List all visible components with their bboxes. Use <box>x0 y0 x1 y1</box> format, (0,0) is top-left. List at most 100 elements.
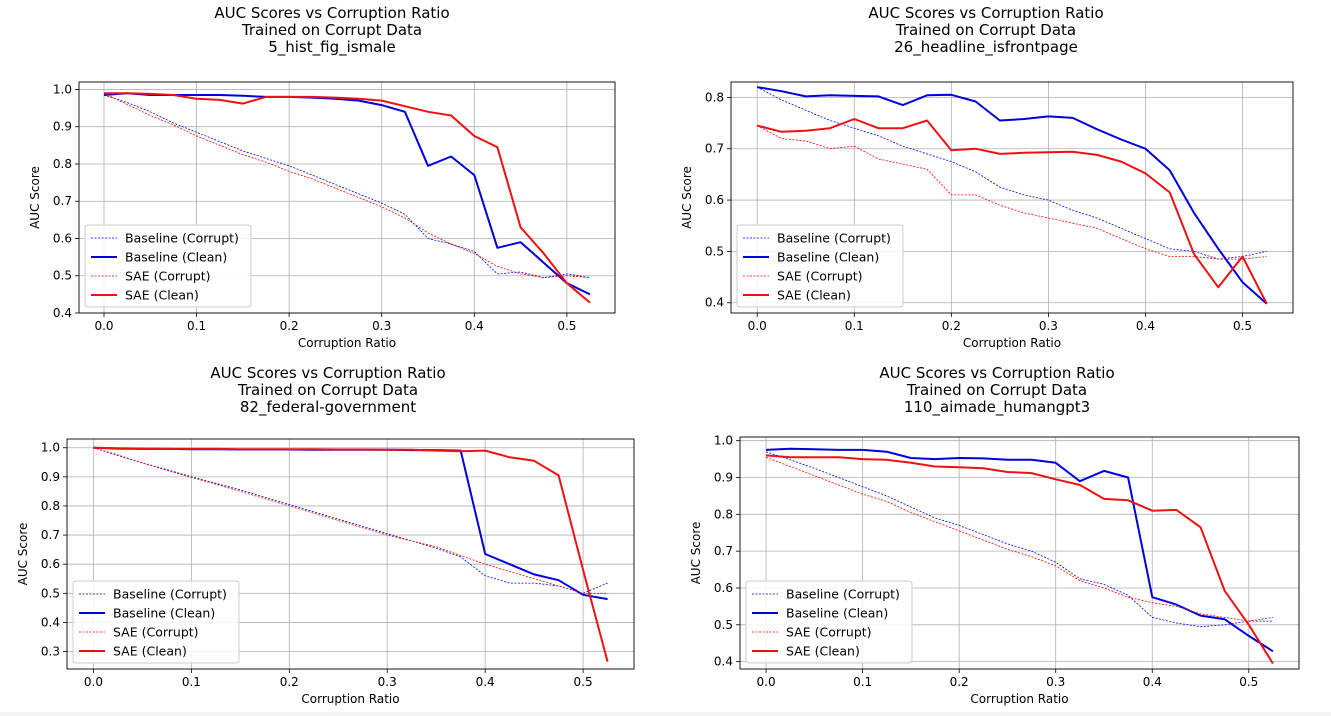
x-tick-label: 0.0 <box>757 675 776 689</box>
legend: Baseline (Corrupt) Baseline (Clean) SAE (C… <box>736 224 904 308</box>
series-line-sae-corrupt <box>765 456 1273 622</box>
y-axis-label: AUC Score <box>680 166 694 229</box>
bottom-scroll-strip <box>0 712 1331 716</box>
y-tick-label: 1.0 <box>714 434 733 448</box>
chart-title-line: AUC Scores vs Corruption Ratio <box>879 364 1114 382</box>
y-tick-label: 0.5 <box>53 269 72 283</box>
chart-title-line: AUC Scores vs Corruption Ratio <box>210 364 445 382</box>
y-axis-label: AUC Score <box>689 522 703 585</box>
chart-title-line: Trained on Corrupt Data <box>895 21 1076 39</box>
series-line-sae-clean <box>766 454 1274 665</box>
series-line-baseline-clean <box>93 446 608 601</box>
series-line-baseline-clean <box>766 447 1274 653</box>
legend-label: Baseline (Clean) <box>786 606 888 621</box>
y-tick-label: 1.0 <box>41 441 60 455</box>
chart-title-line: 110_aimade_humangpt3 <box>904 398 1090 417</box>
y-tick-label: 0.5 <box>714 618 733 632</box>
x-tick-label: 0.4 <box>476 675 495 689</box>
y-tick-label: 0.9 <box>53 120 72 134</box>
legend-label: SAE (Clean) <box>777 288 851 303</box>
legend-label: SAE (Corrupt) <box>125 269 211 284</box>
series-line-sae-clean <box>104 92 591 304</box>
x-tick-label: 0.5 <box>1233 319 1252 333</box>
y-tick-label: 0.7 <box>53 194 72 208</box>
legend-label: SAE (Corrupt) <box>777 269 863 284</box>
y-axis-label: AUC Score <box>28 166 42 229</box>
y-tick-label: 0.4 <box>53 306 72 320</box>
x-tick-label: 0.4 <box>1136 319 1155 333</box>
legend-label: SAE (Corrupt) <box>786 625 872 640</box>
series-line-sae-corrupt <box>93 447 608 594</box>
plot-frame <box>730 81 1294 314</box>
y-tick-label: 0.6 <box>714 581 733 595</box>
x-tick-label: 0.1 <box>182 675 201 689</box>
y-tick-label: 0.3 <box>41 645 60 659</box>
x-tick-label: 0.0 <box>94 319 113 333</box>
y-tick-label: 0.7 <box>41 528 60 542</box>
x-tick-label: 0.3 <box>378 675 397 689</box>
x-tick-label: 0.2 <box>950 675 969 689</box>
legend-label: SAE (Corrupt) <box>113 625 199 640</box>
y-tick-label: 0.5 <box>705 244 724 258</box>
legend-label: SAE (Clean) <box>786 644 860 659</box>
y-tick-label: 0.6 <box>53 231 72 245</box>
legend-label: Baseline (Clean) <box>113 606 215 621</box>
x-tick-label: 0.3 <box>372 319 391 333</box>
y-tick-label: 0.7 <box>705 142 724 156</box>
x-axis-label: Corruption Ratio <box>963 336 1061 350</box>
legend-label: Baseline (Corrupt) <box>113 587 227 602</box>
legend: Baseline (Corrupt) Baseline (Clean) SAE (C… <box>72 580 240 664</box>
y-tick-label: 0.4 <box>714 655 733 669</box>
legend: Baseline (Corrupt) Baseline (Clean) SAE (C… <box>745 580 913 664</box>
chart-title-line: Trained on Corrupt Data <box>906 381 1087 399</box>
legend-box <box>84 224 252 308</box>
legend-box <box>736 224 904 308</box>
x-tick-label: 0.4 <box>465 319 484 333</box>
legend-label: SAE (Clean) <box>125 288 199 303</box>
legend-label: Baseline (Corrupt) <box>125 231 239 246</box>
x-tick-label: 0.3 <box>1046 675 1065 689</box>
chart-title-line: AUC Scores vs Corruption Ratio <box>214 4 449 22</box>
legend-label: Baseline (Clean) <box>125 250 227 265</box>
x-tick-label: 0.0 <box>748 319 767 333</box>
series-line-sae-clean <box>93 446 609 662</box>
series-line-sae-corrupt <box>103 92 591 279</box>
x-tick-label: 0.1 <box>853 675 872 689</box>
y-axis-label: AUC Score <box>16 523 30 586</box>
x-axis-label: Corruption Ratio <box>970 692 1068 706</box>
series-line-sae-corrupt <box>757 125 1267 260</box>
series-line-baseline-corrupt <box>93 447 608 594</box>
legend: Baseline (Corrupt) Baseline (Clean) SAE (C… <box>84 224 252 308</box>
plot-frame <box>66 438 635 670</box>
y-tick-label: 0.7 <box>714 544 733 558</box>
legend-label: SAE (Clean) <box>113 644 187 659</box>
legend-box <box>745 580 913 664</box>
chart-title-line: 82_federal-government <box>240 398 416 417</box>
y-tick-label: 0.9 <box>714 471 733 485</box>
series-line-baseline-corrupt <box>765 451 1273 628</box>
legend-label: Baseline (Clean) <box>777 250 879 265</box>
y-tick-label: 1.0 <box>53 82 72 96</box>
y-tick-label: 0.8 <box>41 499 60 513</box>
plot-frame <box>739 436 1300 670</box>
chart-title-line: Trained on Corrupt Data <box>241 21 422 39</box>
chart-title-line: 5_hist_fig_ismale <box>268 38 396 57</box>
chart-title-line: AUC Scores vs Corruption Ratio <box>868 4 1103 22</box>
y-tick-label: 0.5 <box>41 586 60 600</box>
chart-title-line: Trained on Corrupt Data <box>237 381 418 399</box>
legend-box <box>72 580 240 664</box>
series-line-sae-clean <box>756 118 1268 305</box>
x-tick-label: 0.5 <box>1239 675 1258 689</box>
y-tick-label: 0.4 <box>41 615 60 629</box>
y-tick-label: 0.6 <box>705 193 724 207</box>
plot-frame <box>78 81 616 314</box>
x-tick-label: 0.2 <box>280 675 299 689</box>
x-tick-label: 0.4 <box>1143 675 1162 689</box>
x-tick-label: 0.3 <box>1039 319 1058 333</box>
series-line-baseline-clean <box>757 86 1268 305</box>
